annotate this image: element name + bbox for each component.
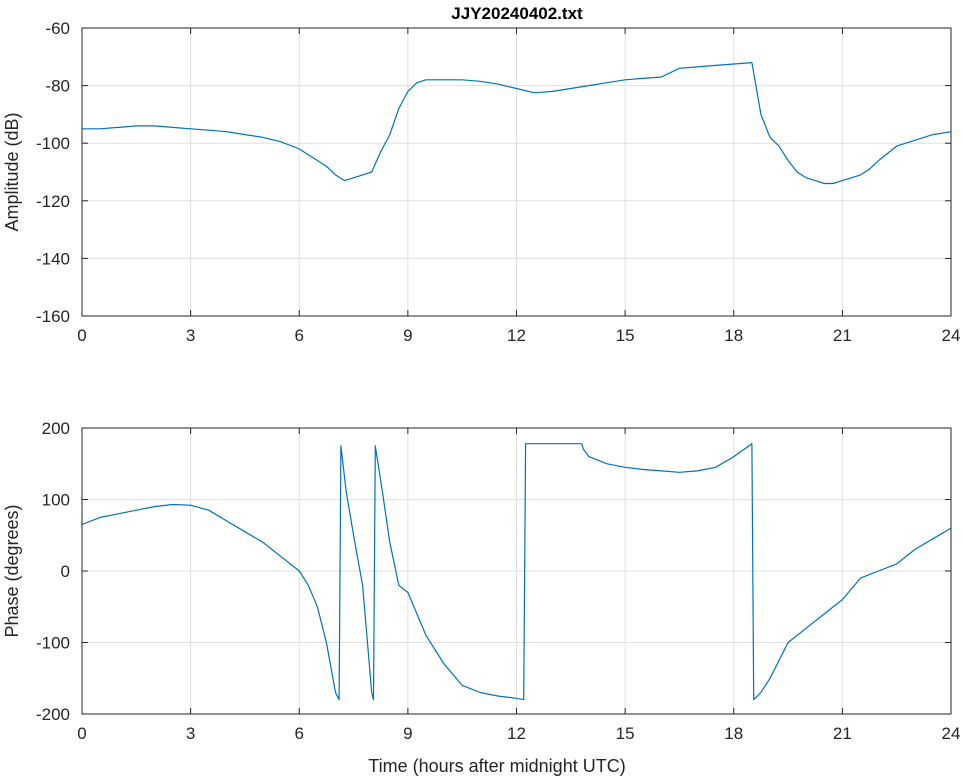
phase-x-tick-label: 3: [186, 724, 195, 743]
amplitude-y-tick-label: -120: [36, 192, 70, 211]
amplitude-ticks: 0 3 6 9 12 15 18 21 24 -60 -80 -100 -120 -140 -160: [36, 19, 960, 345]
phase-y-tick-label: -100: [36, 634, 70, 653]
amplitude-panel: JJY20240402.txt 0 3 6 9 12 15 18 21 24 -60 -80 -100…: [2, 4, 960, 345]
phase-y-tick-label: -200: [36, 705, 70, 724]
amplitude-y-tick-label: -60: [45, 19, 70, 38]
amplitude-grid: [82, 28, 951, 316]
amplitude-x-tick-label: 18: [724, 326, 743, 345]
phase-x-tick-label: 9: [403, 724, 412, 743]
phase-y-tick-label: 200: [42, 419, 70, 438]
phase-y-tick-label: 100: [42, 491, 70, 510]
phase-series-line: [81, 443, 952, 701]
amplitude-x-tick-label: 24: [942, 326, 961, 345]
amplitude-series-line: [82, 62, 952, 185]
amplitude-x-tick-label: 0: [77, 326, 86, 345]
amplitude-x-tick-label: 6: [295, 326, 304, 345]
chart-title: JJY20240402.txt: [451, 4, 583, 23]
amplitude-x-tick-label: 3: [186, 326, 195, 345]
phase-grid: [82, 428, 951, 714]
phase-y-tick-label: 0: [61, 562, 70, 581]
phase-x-tick-label: 6: [295, 724, 304, 743]
amplitude-x-tick-label: 12: [507, 326, 526, 345]
phase-ticks: 0 3 6 9 12 15 18 21 24 200 100 0 -100 -200: [36, 419, 960, 743]
amplitude-y-tick-label: -140: [36, 249, 70, 268]
amplitude-y-axis-title: Amplitude (dB): [2, 112, 22, 231]
phase-x-tick-label: 0: [77, 724, 86, 743]
amplitude-y-tick-label: -160: [36, 307, 70, 326]
amplitude-y-tick-label: -80: [45, 77, 70, 96]
amplitude-x-tick-label: 21: [833, 326, 852, 345]
amplitude-x-tick-label: 15: [616, 326, 635, 345]
phase-x-tick-label: 15: [616, 724, 635, 743]
phase-x-tick-label: 21: [833, 724, 852, 743]
phase-x-tick-label: 12: [507, 724, 526, 743]
x-axis-title: Time (hours after midnight UTC): [368, 756, 625, 776]
amplitude-x-tick-label: 9: [403, 326, 412, 345]
phase-panel: 0 3 6 9 12 15 18 21 24 200 100 0 -100 -200 Phase (deg…: [2, 419, 960, 776]
phase-x-tick-label: 24: [942, 724, 961, 743]
amplitude-y-tick-label: -100: [36, 134, 70, 153]
phase-y-axis-title: Phase (degrees): [2, 504, 22, 637]
phase-x-tick-label: 18: [724, 724, 743, 743]
